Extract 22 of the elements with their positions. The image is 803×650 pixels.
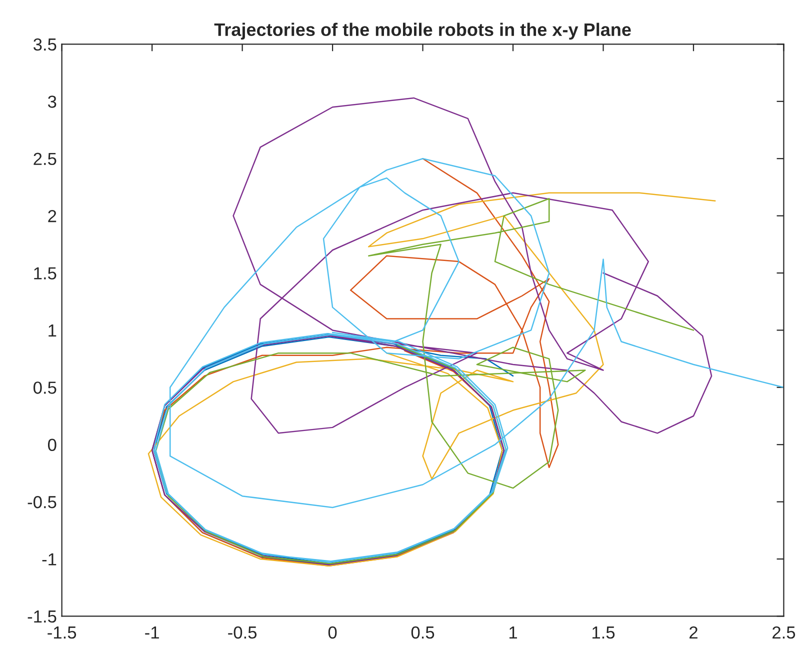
y-tick-label: 0 [48,438,56,452]
x-tick-label: 0.5 [411,626,434,639]
y-tick-label: -0.5 [28,496,56,508]
x-tick-label: 1 [510,626,517,639]
x-tick-label: -1 [145,626,159,639]
y-tick-label: 3 [48,96,56,108]
y-tick-label: -1.5 [28,610,56,623]
y-tick-label: 2 [48,210,56,222]
x-tick-label: 1.5 [592,626,615,639]
y-tick-label: 2.5 [34,152,56,166]
line-series [151,97,712,566]
chart-title: Trajectories of the mobile robots in the x-y Plane [214,22,631,40]
y-tick-label: 3.5 [34,38,56,51]
y-tick-label: -1 [42,553,56,566]
y-tick-label: 1.5 [34,267,56,280]
x-tick-label: 2 [690,626,698,639]
x-tick-label: 0 [328,626,337,639]
y-tick-label: 0.5 [34,382,56,394]
line-series [153,158,784,564]
x-tick-label: 2.5 [772,626,796,639]
y-tick-label: 1 [48,324,56,336]
x-tick-label: -0.5 [228,626,257,639]
